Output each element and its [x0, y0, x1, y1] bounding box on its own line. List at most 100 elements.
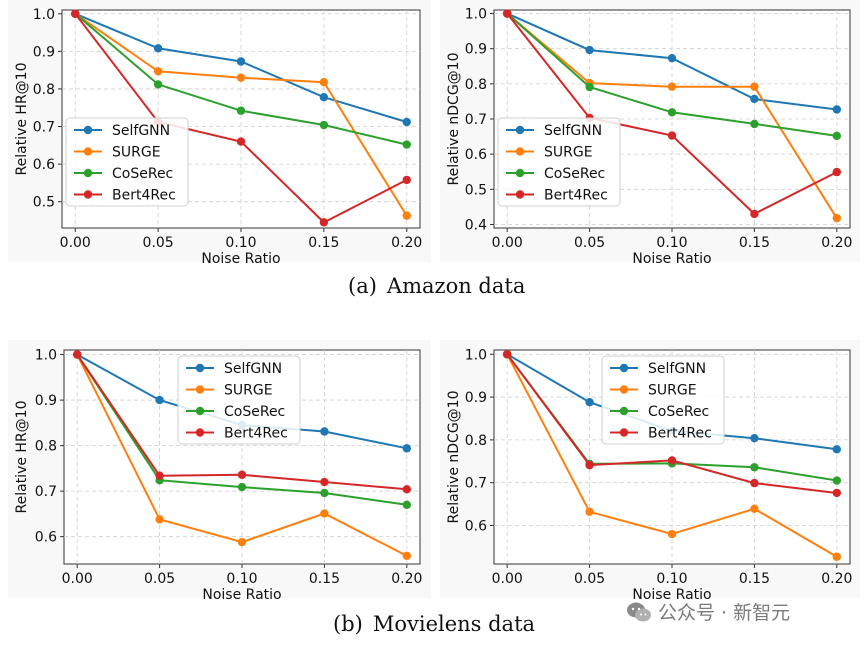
amazon-hr-ytick-label: 1.0 [33, 7, 55, 23]
movielens-hr-legend-label-coserec: CoSeRec [224, 404, 285, 420]
movielens-hr-ytick-label: 0.8 [35, 439, 57, 455]
amazon-ndcg-legend-marker-selfgnn [515, 125, 525, 135]
amazon-hr-point-coserec [153, 80, 163, 89]
movielens-hr-ytick-label: 0.9 [35, 393, 57, 409]
amazon-hr-point-coserec [402, 140, 411, 149]
movielens-hr-point-bert4rec [402, 485, 412, 494]
amazon-hr-ytick-label: 0.7 [33, 120, 55, 136]
movielens-ndcg-legend-box [601, 355, 725, 445]
amazon-hr-point-bert4rec [236, 137, 246, 146]
movielens-hr-legend-label-bert4rec: Bert4Rec [224, 426, 288, 442]
movielens-hr-point-coserec [320, 488, 329, 498]
movielens-ndcg-legend-label-bert4rec: Bert4Rec [648, 426, 712, 442]
movielens-hr-point-surge [402, 551, 412, 561]
amazon-hr-xtick-label: 0.05 [143, 235, 174, 251]
movielens-hr-legend-box [177, 355, 301, 445]
amazon-ndcg-ytick-label: 0.8 [465, 77, 487, 93]
movielens-hr-point-selfgnn [402, 444, 412, 453]
watermark: 公众号 · 新智元 [626, 598, 790, 625]
amazon-hr-ytick-label: 0.5 [33, 195, 55, 211]
amazon-ndcg-legend-label-surge: SURGE [544, 145, 593, 161]
movielens-ndcg-xtick-label: 0.20 [821, 571, 852, 587]
amazon-ndcg-ytick-label: 0.5 [465, 182, 487, 198]
movielens-ndcg-legend-marker-bert4rec [619, 428, 629, 437]
movielens-ndcg-ylabel: Relative nDCG@10 [446, 391, 462, 524]
movielens-ndcg-point-bert4rec [667, 456, 677, 465]
movielens-hr-point-bert4rec [155, 471, 164, 480]
amazon-ndcg-ytick-label: 1.0 [465, 7, 487, 23]
movielens-hr-point-bert4rec [237, 470, 247, 479]
movielens-ndcg-legend-label-surge: SURGE [648, 383, 697, 399]
amazon-ndcg-legend-marker-coserec [515, 168, 525, 178]
amazon-hr-legend-label-coserec: CoSeRec [112, 166, 173, 182]
movielens-ndcg-ytick-label: 0.6 [465, 518, 487, 534]
movielens-ndcg-point-bert4rec [585, 460, 594, 470]
movielens-hr-point-bert4rec [320, 477, 329, 487]
amazon-hr-ylabel: Relative HR@10 [14, 63, 30, 176]
amazon-hr-point-selfgnn [319, 93, 329, 102]
amazon-ndcg-point-selfgnn [585, 45, 594, 55]
amazon-ndcg-point-coserec [750, 119, 759, 129]
amazon-hr-legend-label-selfgnn: SelfGNN [112, 123, 170, 139]
amazon-hr-xtick-label: 0.10 [225, 235, 256, 251]
movielens-hr-legend-label-surge: SURGE [224, 383, 273, 399]
amazon-ndcg-point-coserec [667, 108, 677, 117]
amazon-ndcg-point-bert4rec [750, 209, 759, 219]
movielens-hr-point-coserec [402, 500, 412, 510]
movielens-ndcg-legend-marker-selfgnn [619, 363, 629, 373]
movielens-ndcg-point-surge [832, 552, 842, 561]
movielens-ndcg-xtick-label: 0.05 [574, 571, 605, 587]
movielens-hr-chart-svg: 0.6 0.7 0.8 0.9 1.0 0.00 0.05 0.10 0.15 0.20 Noise… [14, 348, 422, 603]
amazon-hr-legend-label-bert4rec: Bert4Rec [112, 188, 176, 204]
amazon-ndcg-legend-box [497, 117, 621, 207]
movielens-hr-ytick-label: 0.7 [35, 484, 57, 500]
amazon-hr-xtick-label: 0.00 [60, 235, 91, 251]
movielens-hr-point-surge [320, 509, 329, 518]
caption-movielens-text: Movielens data [372, 612, 536, 636]
amazon-hr-xtick-label: 0.15 [308, 235, 339, 251]
movielens-hr-xtick-label: 0.15 [309, 571, 340, 587]
amazon-ndcg-point-coserec [832, 131, 842, 141]
amazon-ndcg-point-bert4rec [832, 167, 842, 177]
movielens-ndcg-point-surge [750, 504, 759, 513]
movielens-ndcg-xtick-label: 0.15 [739, 571, 770, 587]
amazon-hr-point-surge [319, 77, 329, 87]
amazon-ndcg-point-selfgnn [667, 53, 677, 63]
caption-amazon-tag: (a) [348, 274, 377, 298]
movielens-hr-point-bert4rec [72, 350, 82, 359]
amazon-hr-point-bert4rec [402, 175, 411, 185]
movielens-ndcg-point-selfgnn [832, 445, 842, 454]
movielens-ndcg-ytick-label: 0.7 [465, 476, 487, 492]
amazon-hr-point-selfgnn [236, 57, 246, 66]
movielens-ndcg-chart: 0.6 0.7 0.8 0.9 1.0 0.00 0.05 0.10 0.15 0.20 Noise… [440, 340, 860, 603]
movielens-hr-point-selfgnn [155, 395, 164, 405]
amazon-ndcg-point-selfgnn [750, 94, 759, 104]
amazon-ndcg-chart: 0.4 0.5 0.6 0.7 0.8 0.9 1.0 0.00 0.05 0.10 0.15 0.2… [440, 0, 860, 267]
movielens-ndcg-ytick-label: 0.9 [465, 390, 487, 406]
movielens-ndcg-ytick-label: 1.0 [465, 347, 487, 363]
movielens-ndcg-point-bert4rec [750, 478, 759, 488]
amazon-ndcg-xtick-label: 0.00 [492, 235, 523, 251]
amazon-hr-point-selfgnn [153, 44, 163, 53]
amazon-ndcg-ylabel: Relative nDCG@10 [446, 53, 462, 186]
movielens-hr-point-surge [237, 537, 247, 547]
amazon-ndcg-chart-svg: 0.4 0.5 0.6 0.7 0.8 0.9 1.0 0.00 0.05 0.10 0.15 0.2… [446, 7, 852, 267]
amazon-hr-legend-box [65, 117, 189, 207]
movielens-ndcg-legend-marker-coserec [619, 406, 629, 416]
movielens-hr-xtick-label: 0.10 [226, 571, 257, 587]
amazon-ndcg-ytick-label: 0.9 [465, 42, 487, 58]
amazon-hr-legend-marker-selfgnn [83, 125, 93, 135]
movielens-ndcg-point-coserec [832, 476, 842, 485]
movielens-ndcg-legend-marker-surge [619, 385, 629, 394]
amazon-ndcg-legend-label-bert4rec: Bert4Rec [544, 188, 608, 204]
movielens-ndcg-ytick-label: 0.8 [465, 433, 487, 449]
amazon-hr-legend-marker-bert4rec [83, 190, 93, 199]
amazon-ndcg-legend-marker-bert4rec [515, 190, 525, 199]
amazon-ndcg-ytick-label: 0.6 [465, 147, 487, 163]
amazon-ndcg-point-surge [750, 82, 759, 91]
wechat-icon [627, 602, 651, 621]
movielens-hr-ylabel: Relative HR@10 [14, 401, 30, 514]
movielens-ndcg-point-selfgnn [750, 433, 759, 443]
movielens-ndcg-point-coserec [750, 463, 759, 472]
movielens-hr-xtick-label: 0.05 [144, 571, 175, 587]
